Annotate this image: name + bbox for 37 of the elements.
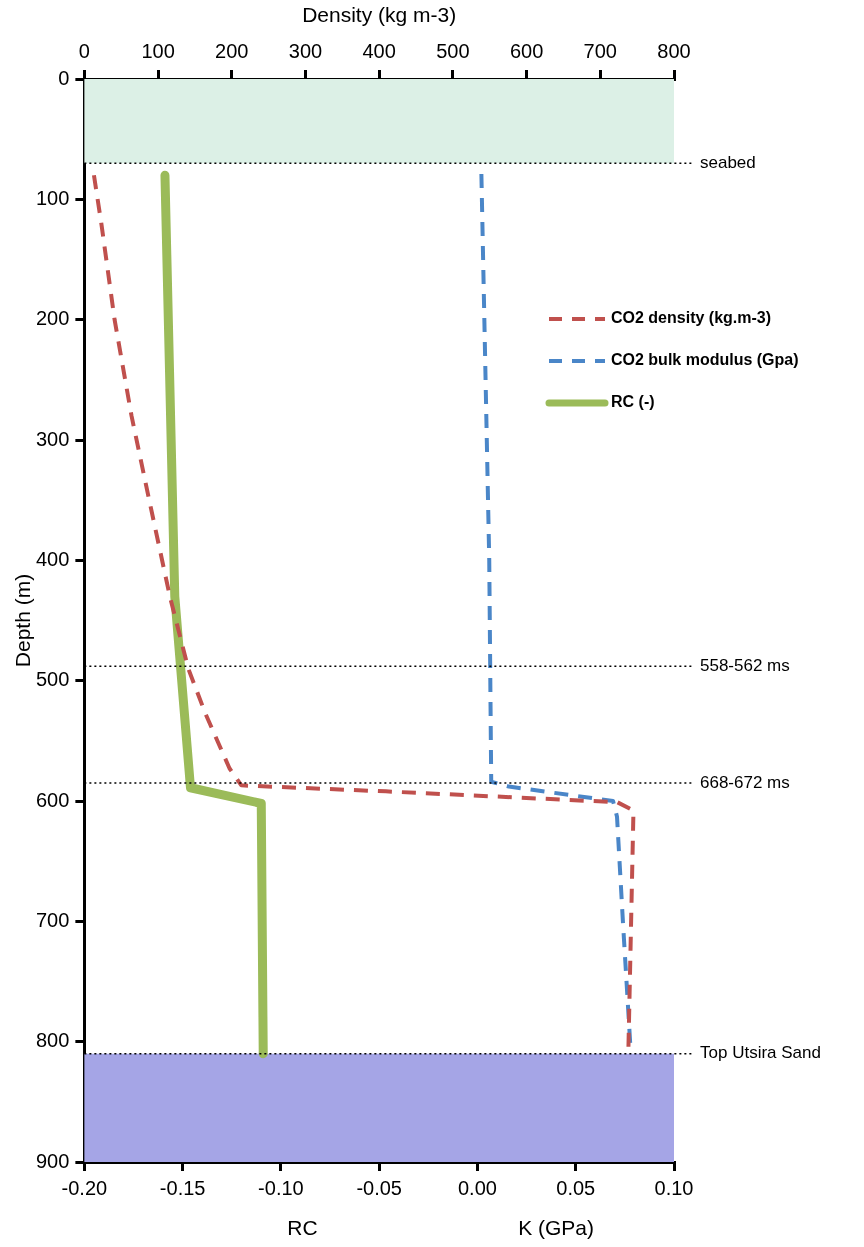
x-tick-label: 0.05 — [556, 1176, 596, 1199]
x-tick-label: 0.10 — [654, 1176, 694, 1199]
y-tick-label: 600 — [35, 788, 70, 811]
x2-tick-label: 0 — [78, 39, 90, 62]
x2-tick-label: 300 — [288, 39, 323, 62]
x-tick-label: 0.00 — [457, 1176, 497, 1199]
x2-tick-label: 100 — [141, 39, 175, 62]
y-tick-label: 400 — [35, 547, 70, 570]
ref-line-label: Top Utsira Sand — [700, 1043, 821, 1063]
legend-label: CO2 bulk modulus (Gpa) — [611, 351, 799, 369]
legend-label: CO2 density (kg.m-3) — [611, 309, 772, 327]
y-tick-label: 200 — [35, 307, 70, 330]
y-tick-label: 300 — [35, 427, 70, 450]
y-tick-label: 900 — [35, 1149, 70, 1172]
y-tick-label: 100 — [35, 186, 70, 209]
x2-tick-label: 800 — [657, 39, 691, 62]
ref-line-label: 668-672 ms — [700, 772, 790, 792]
text: K (GPa) — [518, 1216, 594, 1239]
x-tick-label: -0.20 — [61, 1176, 108, 1199]
x2-axis-title: Density (kg m-3) — [302, 3, 457, 27]
x-axis-title: RC — [287, 1216, 318, 1239]
ref-line-label: seabed — [700, 152, 756, 172]
x-tick-label: -0.15 — [159, 1176, 206, 1199]
y-tick-label: 800 — [35, 1029, 70, 1052]
ref-line-label: 558-562 ms — [700, 655, 790, 675]
x2-tick-label: 400 — [362, 39, 396, 62]
y-tick-label: 500 — [35, 668, 70, 691]
y-axis-title: Depth (m) — [11, 573, 35, 668]
x2-tick-label: 700 — [583, 39, 617, 62]
x-tick-label: -0.05 — [356, 1176, 402, 1199]
y-tick-label: 700 — [35, 908, 70, 931]
x2-tick-label: 200 — [215, 39, 249, 62]
x-tick-label: -0.10 — [258, 1176, 304, 1199]
x2-tick-label: 500 — [436, 39, 470, 62]
legend-label: RC (-) — [611, 393, 655, 411]
x2-tick-label: 600 — [509, 39, 544, 62]
y-tick-label: 0 — [58, 66, 70, 89]
